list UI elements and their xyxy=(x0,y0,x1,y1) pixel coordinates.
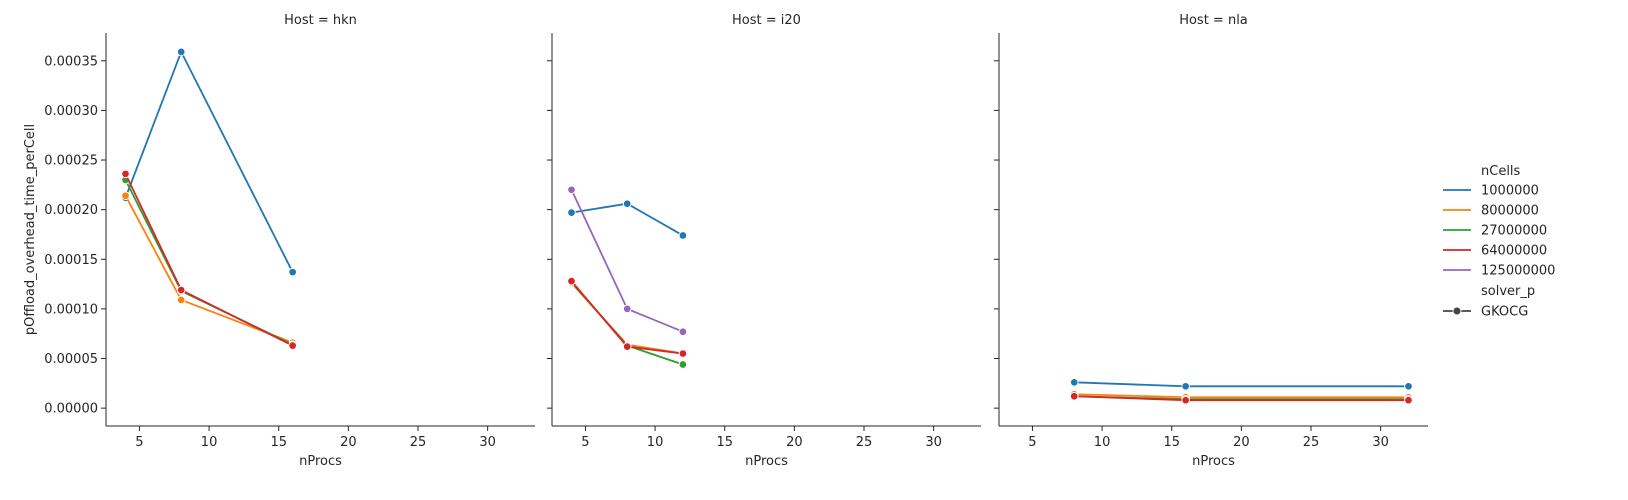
y-tick-label: 0.00020 xyxy=(44,203,98,218)
series-1000000 xyxy=(567,199,688,240)
x-tick-label: 10 xyxy=(1094,435,1111,450)
series-line xyxy=(124,195,293,344)
x-tick-label: 20 xyxy=(340,435,357,450)
series-line xyxy=(1074,381,1409,388)
legend-entry: 8000000 xyxy=(1443,204,1539,219)
series-line xyxy=(571,202,684,237)
x-tick-label: 15 xyxy=(270,435,287,450)
data-point xyxy=(1181,382,1190,391)
series-line xyxy=(124,173,294,347)
legend-label: 8000000 xyxy=(1481,204,1539,219)
x-tick-label: 30 xyxy=(925,435,942,450)
data-point xyxy=(622,342,632,351)
x-tick-label: 20 xyxy=(786,435,803,450)
x-axis-title: nProcs xyxy=(299,454,342,469)
y-tick-label: 0.00015 xyxy=(44,253,98,268)
y-tick-label: 0.00035 xyxy=(44,54,98,69)
legend-entry: 1000000 xyxy=(1443,184,1539,199)
series-64000000 xyxy=(121,169,297,350)
y-tick-label: 0.00025 xyxy=(44,154,98,169)
data-point xyxy=(176,285,186,295)
series-27000000 xyxy=(567,277,688,369)
x-tick-label: 25 xyxy=(1303,435,1320,450)
data-point xyxy=(288,341,297,350)
x-tick-label: 25 xyxy=(856,435,873,450)
y-tick-label: 0.00005 xyxy=(44,352,98,367)
data-point xyxy=(121,169,130,179)
panel-title: Host = hkn xyxy=(284,13,357,28)
data-point xyxy=(567,185,576,195)
series-1000000 xyxy=(1069,378,1413,391)
series-8000000 xyxy=(121,191,297,347)
series-line xyxy=(124,50,294,273)
legend-entry: 64000000 xyxy=(1443,244,1547,259)
legend-entry: 27000000 xyxy=(1443,224,1547,239)
legend-style-label: GKOCG xyxy=(1481,305,1528,320)
series-64000000 xyxy=(567,276,688,358)
series-64000000 xyxy=(1069,391,1413,405)
series-27000000 xyxy=(121,175,297,349)
x-tick-label: 10 xyxy=(201,435,218,450)
x-tick-label: 20 xyxy=(1233,435,1250,450)
x-tick-label: 5 xyxy=(581,435,589,450)
series-125000000 xyxy=(567,185,688,336)
data-point xyxy=(622,304,632,314)
panel-title: Host = nla xyxy=(1179,13,1248,28)
data-point xyxy=(288,267,297,277)
legend-label: 27000000 xyxy=(1481,224,1547,239)
data-point xyxy=(678,360,688,369)
data-point xyxy=(567,208,576,217)
data-point xyxy=(1069,378,1079,387)
x-tick-label: 15 xyxy=(716,435,733,450)
x-tick-label: 5 xyxy=(135,435,143,450)
data-point xyxy=(1069,391,1079,401)
data-point xyxy=(1404,395,1413,405)
series-1000000 xyxy=(121,47,297,277)
legend-style-marker xyxy=(1452,306,1462,316)
series-line xyxy=(124,179,294,346)
panel-title: Host = i20 xyxy=(732,13,801,28)
legend-entry: 125000000 xyxy=(1443,264,1555,279)
legend-label: 1000000 xyxy=(1481,184,1539,199)
data-point xyxy=(622,199,632,208)
y-axis-title: pOffload_overhead_time_perCell xyxy=(23,124,38,335)
legend-label: 125000000 xyxy=(1481,264,1555,279)
data-point xyxy=(176,295,186,305)
legend-style-title: solver_p xyxy=(1481,284,1535,299)
panel-1: Host = hkn 5 10 15 20 25 30 0.00000 0.00005 0.000… xyxy=(44,13,535,469)
x-tick-label: 10 xyxy=(647,435,664,450)
data-point xyxy=(678,327,688,336)
data-point xyxy=(678,349,688,358)
data-point xyxy=(678,231,688,240)
legend-style-entry: GKOCG xyxy=(1443,305,1528,320)
panel-3: Host = nla 5 10 15 20 25 30 nProcs xyxy=(994,13,1428,469)
y-tick-label: 0.00010 xyxy=(44,302,98,317)
data-point xyxy=(567,276,576,286)
x-axis-title: nProcs xyxy=(1192,454,1235,469)
legend-title: nCells xyxy=(1481,164,1521,179)
x-tick-label: 30 xyxy=(1372,435,1389,450)
data-point xyxy=(1404,382,1413,391)
x-tick-label: 30 xyxy=(479,435,496,450)
panel-2: Host = i20 5 10 15 20 25 30 nProcs xyxy=(547,13,981,469)
y-tick-label: 0.00030 xyxy=(44,104,98,119)
x-tick-label: 25 xyxy=(410,435,427,450)
x-tick-label: 5 xyxy=(1028,435,1036,450)
legend: nCells 1000000 8000000 27000000 64000000 1250… xyxy=(1443,164,1555,320)
x-axis-title: nProcs xyxy=(745,454,788,469)
data-point xyxy=(176,47,186,57)
x-tick-label: 15 xyxy=(1163,435,1180,450)
data-point xyxy=(1181,395,1190,405)
legend-label: 64000000 xyxy=(1481,244,1547,259)
y-tick-label: 0.00000 xyxy=(44,402,98,417)
data-point xyxy=(121,191,130,201)
